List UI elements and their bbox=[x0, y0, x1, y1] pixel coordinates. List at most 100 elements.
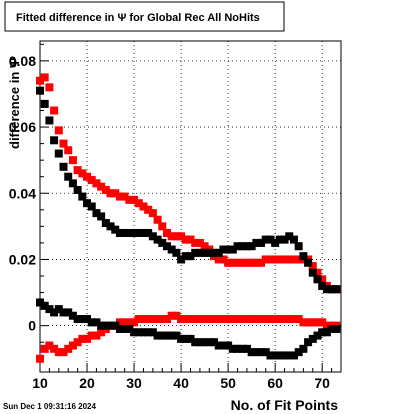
data-point bbox=[130, 195, 139, 204]
data-point bbox=[153, 235, 162, 244]
data-point bbox=[36, 354, 44, 363]
data-point bbox=[318, 275, 327, 284]
data-point bbox=[101, 321, 110, 330]
data-point bbox=[92, 179, 101, 188]
data-point bbox=[275, 315, 284, 324]
data-point bbox=[148, 328, 157, 337]
data-point bbox=[115, 192, 124, 201]
data-point bbox=[97, 212, 106, 221]
data-point bbox=[247, 258, 256, 267]
data-point bbox=[299, 344, 308, 353]
data-point bbox=[83, 172, 92, 181]
data-point bbox=[167, 232, 176, 241]
data-point bbox=[158, 238, 167, 247]
data-point bbox=[224, 315, 233, 324]
data-point bbox=[304, 338, 313, 347]
data-point bbox=[195, 248, 204, 257]
data-point bbox=[40, 344, 49, 353]
data-point bbox=[280, 235, 289, 244]
data-point bbox=[242, 242, 251, 251]
data-point bbox=[78, 334, 87, 343]
data-point bbox=[252, 258, 261, 267]
data-point bbox=[87, 202, 96, 211]
data-point bbox=[252, 238, 261, 247]
data-point bbox=[153, 215, 162, 224]
data-point bbox=[200, 338, 209, 347]
data-point bbox=[177, 255, 186, 264]
data-point bbox=[285, 255, 294, 264]
data-point bbox=[266, 315, 275, 324]
data-point bbox=[294, 348, 303, 357]
data-point bbox=[261, 255, 270, 264]
data-point bbox=[92, 209, 101, 218]
series-4 bbox=[36, 298, 341, 360]
data-point bbox=[64, 344, 73, 353]
data-point bbox=[304, 258, 313, 267]
data-point bbox=[181, 252, 190, 261]
data-point bbox=[73, 166, 82, 175]
data-point bbox=[125, 318, 134, 327]
data-point bbox=[64, 146, 73, 155]
data-point bbox=[257, 315, 266, 324]
data-point bbox=[210, 315, 219, 324]
data-point bbox=[172, 248, 181, 257]
data-point bbox=[313, 268, 322, 277]
chart-title: Fitted difference in Ψ for Global Rec Al… bbox=[16, 12, 260, 24]
data-point bbox=[252, 348, 261, 357]
data-point bbox=[247, 315, 256, 324]
data-point bbox=[59, 308, 68, 317]
data-point bbox=[162, 228, 171, 237]
data-point bbox=[186, 315, 195, 324]
data-point bbox=[271, 351, 280, 360]
y-tick-label: 0.04 bbox=[9, 185, 36, 201]
data-point bbox=[322, 285, 331, 294]
data-point bbox=[186, 334, 195, 343]
data-point bbox=[73, 338, 82, 347]
data-point bbox=[299, 318, 308, 327]
data-point bbox=[200, 315, 209, 324]
data-point bbox=[97, 321, 106, 330]
data-point bbox=[139, 228, 148, 237]
data-point bbox=[68, 156, 77, 165]
data-point bbox=[195, 315, 204, 324]
data-point bbox=[210, 338, 219, 347]
data-point bbox=[275, 255, 284, 264]
data-point bbox=[242, 315, 251, 324]
data-point bbox=[40, 73, 49, 82]
data-point bbox=[313, 275, 322, 284]
data-point bbox=[130, 228, 139, 237]
data-point bbox=[271, 238, 280, 247]
data-point bbox=[130, 328, 139, 337]
data-point bbox=[285, 315, 294, 324]
data-point bbox=[271, 255, 280, 264]
data-point bbox=[205, 248, 214, 257]
data-point bbox=[313, 331, 322, 340]
data-point bbox=[78, 192, 87, 201]
data-point bbox=[45, 116, 54, 125]
data-point bbox=[158, 222, 167, 231]
data-point bbox=[205, 315, 214, 324]
data-point bbox=[233, 258, 242, 267]
data-point bbox=[92, 318, 101, 327]
data-point bbox=[106, 222, 115, 231]
data-point bbox=[308, 318, 317, 327]
data-point bbox=[289, 351, 298, 360]
data-point bbox=[233, 344, 242, 353]
data-point bbox=[144, 228, 153, 237]
series-2 bbox=[36, 86, 341, 294]
y-tick-label: 0 bbox=[28, 318, 36, 334]
data-point bbox=[125, 195, 134, 204]
data-point bbox=[36, 76, 44, 85]
data-point bbox=[59, 348, 68, 357]
data-point bbox=[228, 258, 237, 267]
data-point bbox=[162, 331, 171, 340]
data-point bbox=[224, 258, 233, 267]
x-tick-label: 20 bbox=[79, 375, 95, 391]
data-point bbox=[294, 255, 303, 264]
data-point bbox=[111, 225, 120, 234]
data-point bbox=[167, 245, 176, 254]
data-point bbox=[318, 328, 327, 337]
data-point bbox=[257, 238, 266, 247]
data-point bbox=[181, 315, 190, 324]
